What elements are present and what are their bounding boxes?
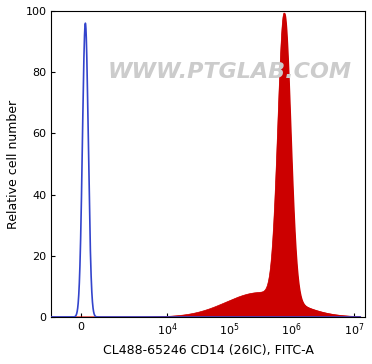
Y-axis label: Relative cell number: Relative cell number bbox=[7, 99, 20, 229]
Text: WWW.PTGLAB.COM: WWW.PTGLAB.COM bbox=[108, 62, 352, 82]
X-axis label: CL488-65246 CD14 (26IC), FITC-A: CL488-65246 CD14 (26IC), FITC-A bbox=[103, 344, 314, 357]
